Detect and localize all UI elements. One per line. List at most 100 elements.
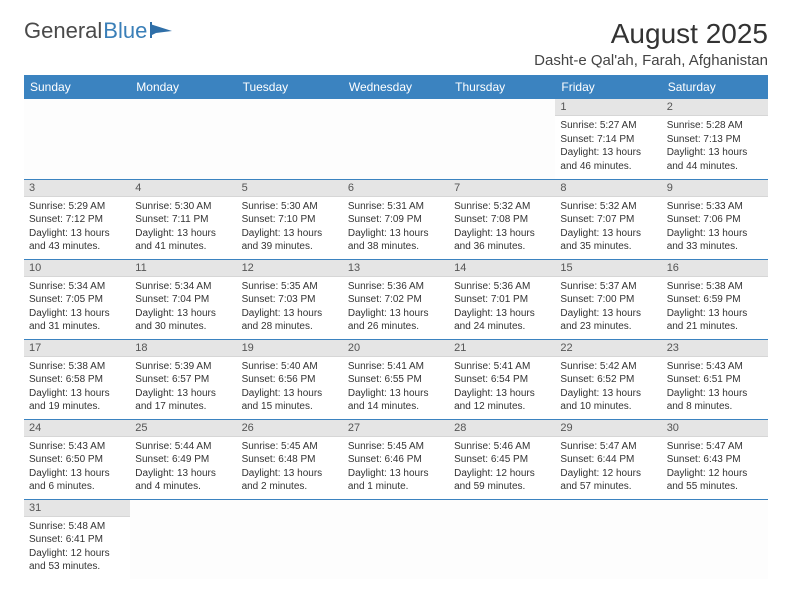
day-line-sr: Sunrise: 5:36 AM [348,280,444,294]
calendar-cell: 18Sunrise: 5:39 AMSunset: 6:57 PMDayligh… [130,339,236,419]
day-line-sr: Sunrise: 5:41 AM [348,360,444,374]
day-line-d1: Daylight: 13 hours [135,467,231,481]
day-line-sr: Sunrise: 5:47 AM [560,440,656,454]
day-number: 15 [555,260,661,277]
day-number: 11 [130,260,236,277]
day-line-ss: Sunset: 7:06 PM [667,213,763,227]
day-body: Sunrise: 5:43 AMSunset: 6:50 PMDaylight:… [24,437,130,499]
day-line-sr: Sunrise: 5:43 AM [667,360,763,374]
calendar-cell: 16Sunrise: 5:38 AMSunset: 6:59 PMDayligh… [662,259,768,339]
day-line-ss: Sunset: 7:02 PM [348,293,444,307]
calendar-row: 24Sunrise: 5:43 AMSunset: 6:50 PMDayligh… [24,419,768,499]
day-body: Sunrise: 5:46 AMSunset: 6:45 PMDaylight:… [449,437,555,499]
day-line-d1: Daylight: 13 hours [242,307,338,321]
weekday-header: Thursday [449,75,555,99]
calendar-row: 1Sunrise: 5:27 AMSunset: 7:14 PMDaylight… [24,99,768,179]
day-line-d2: and 36 minutes. [454,240,550,254]
calendar-cell: 12Sunrise: 5:35 AMSunset: 7:03 PMDayligh… [237,259,343,339]
day-number: 22 [555,340,661,357]
day-number: 17 [24,340,130,357]
day-number: 23 [662,340,768,357]
day-line-d2: and 4 minutes. [135,480,231,494]
day-body: Sunrise: 5:37 AMSunset: 7:00 PMDaylight:… [555,277,661,339]
day-number: 16 [662,260,768,277]
day-line-d2: and 43 minutes. [29,240,125,254]
calendar-cell [237,499,343,579]
day-line-sr: Sunrise: 5:28 AM [667,119,763,133]
day-line-d1: Daylight: 13 hours [560,146,656,160]
day-line-d1: Daylight: 13 hours [454,227,550,241]
day-number: 30 [662,420,768,437]
day-number: 31 [24,500,130,517]
calendar-cell [555,499,661,579]
day-number: 27 [343,420,449,437]
day-line-ss: Sunset: 7:04 PM [135,293,231,307]
day-number: 1 [555,99,661,116]
calendar-cell: 13Sunrise: 5:36 AMSunset: 7:02 PMDayligh… [343,259,449,339]
day-line-d2: and 19 minutes. [29,400,125,414]
day-line-ss: Sunset: 6:43 PM [667,453,763,467]
day-number: 3 [24,180,130,197]
weekday-header: Tuesday [237,75,343,99]
day-body: Sunrise: 5:27 AMSunset: 7:14 PMDaylight:… [555,116,661,178]
day-number: 12 [237,260,343,277]
day-line-d2: and 26 minutes. [348,320,444,334]
day-line-d1: Daylight: 13 hours [29,467,125,481]
weekday-header-row: Sunday Monday Tuesday Wednesday Thursday… [24,75,768,99]
day-line-ss: Sunset: 7:14 PM [560,133,656,147]
day-number: 26 [237,420,343,437]
day-number: 20 [343,340,449,357]
day-body: Sunrise: 5:34 AMSunset: 7:05 PMDaylight:… [24,277,130,339]
day-line-d2: and 31 minutes. [29,320,125,334]
day-body: Sunrise: 5:39 AMSunset: 6:57 PMDaylight:… [130,357,236,419]
calendar-table: Sunday Monday Tuesday Wednesday Thursday… [24,75,768,579]
calendar-cell [130,499,236,579]
day-line-d1: Daylight: 13 hours [135,307,231,321]
day-line-d2: and 44 minutes. [667,160,763,174]
calendar-cell: 10Sunrise: 5:34 AMSunset: 7:05 PMDayligh… [24,259,130,339]
day-line-d1: Daylight: 13 hours [667,146,763,160]
day-body: Sunrise: 5:40 AMSunset: 6:56 PMDaylight:… [237,357,343,419]
day-body: Sunrise: 5:34 AMSunset: 7:04 PMDaylight:… [130,277,236,339]
day-line-d2: and 38 minutes. [348,240,444,254]
day-body: Sunrise: 5:41 AMSunset: 6:54 PMDaylight:… [449,357,555,419]
day-number: 24 [24,420,130,437]
day-line-d2: and 57 minutes. [560,480,656,494]
calendar-cell: 4Sunrise: 5:30 AMSunset: 7:11 PMDaylight… [130,179,236,259]
day-line-sr: Sunrise: 5:45 AM [242,440,338,454]
calendar-cell: 3Sunrise: 5:29 AMSunset: 7:12 PMDaylight… [24,179,130,259]
day-line-d2: and 14 minutes. [348,400,444,414]
day-line-sr: Sunrise: 5:44 AM [135,440,231,454]
day-body: Sunrise: 5:31 AMSunset: 7:09 PMDaylight:… [343,197,449,259]
day-line-d1: Daylight: 13 hours [348,467,444,481]
day-line-ss: Sunset: 6:55 PM [348,373,444,387]
day-line-ss: Sunset: 7:09 PM [348,213,444,227]
calendar-cell: 27Sunrise: 5:45 AMSunset: 6:46 PMDayligh… [343,419,449,499]
day-number: 28 [449,420,555,437]
calendar-cell [449,99,555,179]
day-line-sr: Sunrise: 5:34 AM [135,280,231,294]
day-line-d1: Daylight: 13 hours [454,307,550,321]
day-number: 21 [449,340,555,357]
weekday-header: Monday [130,75,236,99]
day-line-d2: and 17 minutes. [135,400,231,414]
day-line-d1: Daylight: 13 hours [29,387,125,401]
day-line-d1: Daylight: 13 hours [242,387,338,401]
calendar-cell [343,99,449,179]
day-line-d2: and 10 minutes. [560,400,656,414]
weekday-header: Friday [555,75,661,99]
calendar-cell: 20Sunrise: 5:41 AMSunset: 6:55 PMDayligh… [343,339,449,419]
day-line-d2: and 15 minutes. [242,400,338,414]
day-line-d2: and 1 minute. [348,480,444,494]
day-line-ss: Sunset: 6:56 PM [242,373,338,387]
day-line-ss: Sunset: 6:57 PM [135,373,231,387]
calendar-cell: 8Sunrise: 5:32 AMSunset: 7:07 PMDaylight… [555,179,661,259]
calendar-cell: 23Sunrise: 5:43 AMSunset: 6:51 PMDayligh… [662,339,768,419]
day-line-d1: Daylight: 13 hours [29,227,125,241]
calendar-cell: 30Sunrise: 5:47 AMSunset: 6:43 PMDayligh… [662,419,768,499]
day-line-sr: Sunrise: 5:37 AM [560,280,656,294]
day-line-d2: and 41 minutes. [135,240,231,254]
day-line-sr: Sunrise: 5:30 AM [135,200,231,214]
day-line-d2: and 46 minutes. [560,160,656,174]
day-number: 6 [343,180,449,197]
